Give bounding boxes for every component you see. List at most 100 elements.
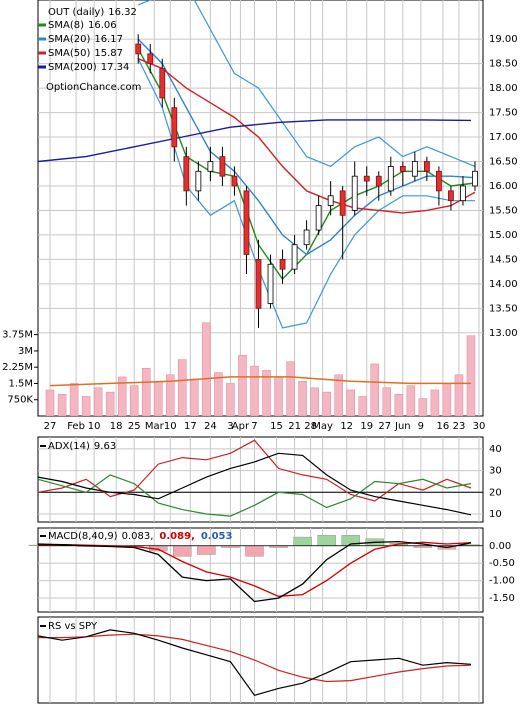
volume-bar — [322, 391, 331, 416]
volume-average — [49, 376, 471, 387]
volume-bar — [358, 396, 367, 416]
candle-body — [195, 170, 202, 192]
legend-entry: SMA(20) 16.17 — [48, 34, 123, 45]
y-tick-label: -0.50 — [489, 558, 515, 569]
candle-body — [460, 185, 466, 202]
volume-bar — [69, 383, 79, 416]
candle-body — [231, 175, 238, 187]
candle-body — [387, 165, 394, 192]
candle-body — [351, 175, 358, 211]
watermark: OptionChance.com — [46, 82, 141, 93]
volume-bar — [45, 389, 55, 416]
candle-body — [255, 258, 262, 309]
x-tick-label: 15 — [270, 421, 283, 432]
macd-line — [37, 540, 472, 603]
candle-body — [448, 190, 454, 202]
x-tick-label: 27 — [44, 421, 57, 432]
legend-value: 17.34 — [101, 62, 130, 73]
x-tick-label: Jun — [394, 421, 411, 432]
legend-value: 15.87 — [94, 48, 123, 59]
histogram-bar — [293, 536, 312, 546]
volume-bar — [286, 361, 295, 416]
candle-body — [399, 165, 406, 172]
volume-bar — [105, 391, 115, 416]
legend-value: 16.17 — [94, 34, 123, 45]
y-tick-label: 18.50 — [489, 59, 518, 70]
legend-name: SMA(200) — [48, 62, 97, 73]
legend-entry: SMA(50) 15.87 — [48, 48, 123, 59]
x-tick-label: Feb — [67, 421, 85, 432]
legend-value: 9.63 — [94, 441, 116, 452]
volume-bar — [81, 396, 91, 416]
panel-title: ADX(14) 9.63 — [48, 441, 116, 452]
x-tick-label: 30 — [473, 421, 486, 432]
lower-band — [137, 58, 475, 329]
volume-bar — [370, 363, 380, 416]
y-tick-label: 13.50 — [489, 303, 518, 314]
volume-bar — [214, 372, 223, 416]
candle-body — [315, 205, 322, 231]
x-tick-label: 16 — [437, 421, 450, 432]
volume-bar — [262, 370, 271, 416]
y-tick-label: 1.5M — [8, 378, 33, 389]
macd-line — [38, 541, 472, 597]
volume-bar — [238, 354, 247, 416]
legend-name: SMA(8) — [48, 20, 84, 31]
y-tick-label: 19.00 — [489, 34, 518, 45]
y-tick-label: 17.00 — [489, 132, 518, 143]
candle-body — [411, 161, 418, 177]
panel-frame — [37, 436, 484, 523]
adx-line — [37, 474, 472, 517]
candle-body — [147, 53, 154, 65]
y-tick-label: 750K — [7, 395, 33, 406]
candle-body — [423, 161, 430, 172]
volume-bar — [394, 394, 404, 416]
volume-bar — [129, 385, 139, 416]
x-tick-label: 10 — [88, 421, 101, 432]
volume-bar — [154, 381, 163, 416]
x-tick-label: Apr — [232, 421, 250, 432]
panel-frame — [37, 0, 484, 417]
volume-bar — [190, 378, 199, 416]
panel-title: MACD(8,40,9) 0.083, 0.089, 0.053 — [48, 531, 233, 542]
candle-body — [183, 156, 190, 192]
x-tick-label: 25 — [128, 421, 141, 432]
y-tick-label: 14.00 — [489, 279, 518, 290]
volume-bar — [202, 322, 211, 416]
candle-body — [267, 263, 274, 304]
x-tick-label: May — [312, 421, 333, 432]
upper-band — [137, 0, 476, 168]
panel-frame — [37, 616, 484, 704]
volume-bar — [454, 374, 464, 416]
sma-line — [38, 119, 472, 163]
volume-bar — [250, 365, 259, 416]
volume-bar — [57, 394, 67, 416]
volume-bar — [226, 383, 235, 416]
y-tick-label: 15.00 — [489, 230, 518, 241]
volume-bar — [346, 389, 355, 416]
volume-bar — [93, 387, 103, 416]
x-tick-label: 28 — [304, 421, 317, 432]
y-tick-label: 18.00 — [489, 83, 518, 94]
y-tick-label: 15.50 — [489, 205, 518, 216]
rs-line — [37, 629, 472, 696]
price-plot — [38, 0, 478, 416]
y-tick-label: 20 — [489, 487, 502, 498]
histogram-bar — [245, 545, 264, 557]
x-tick-label: 27 — [378, 421, 391, 432]
rs-line — [38, 633, 472, 683]
volume-bar — [442, 383, 452, 416]
x-tick-label: 12 — [340, 421, 353, 432]
volume-bar — [178, 359, 187, 416]
candle-body — [472, 170, 478, 187]
volume-bar — [117, 376, 127, 416]
x-tick-label: 18 — [110, 421, 123, 432]
volume-bar — [430, 389, 440, 416]
x-tick-label: 9 — [418, 421, 424, 432]
y-tick-label: 16.50 — [489, 157, 518, 168]
y-tick-label: 3M — [18, 346, 33, 357]
volume-bar — [166, 374, 175, 416]
volume-bar — [310, 387, 319, 416]
y-tick-label: -1.50 — [489, 593, 515, 604]
legend-name: OUT (daily) — [48, 7, 104, 18]
